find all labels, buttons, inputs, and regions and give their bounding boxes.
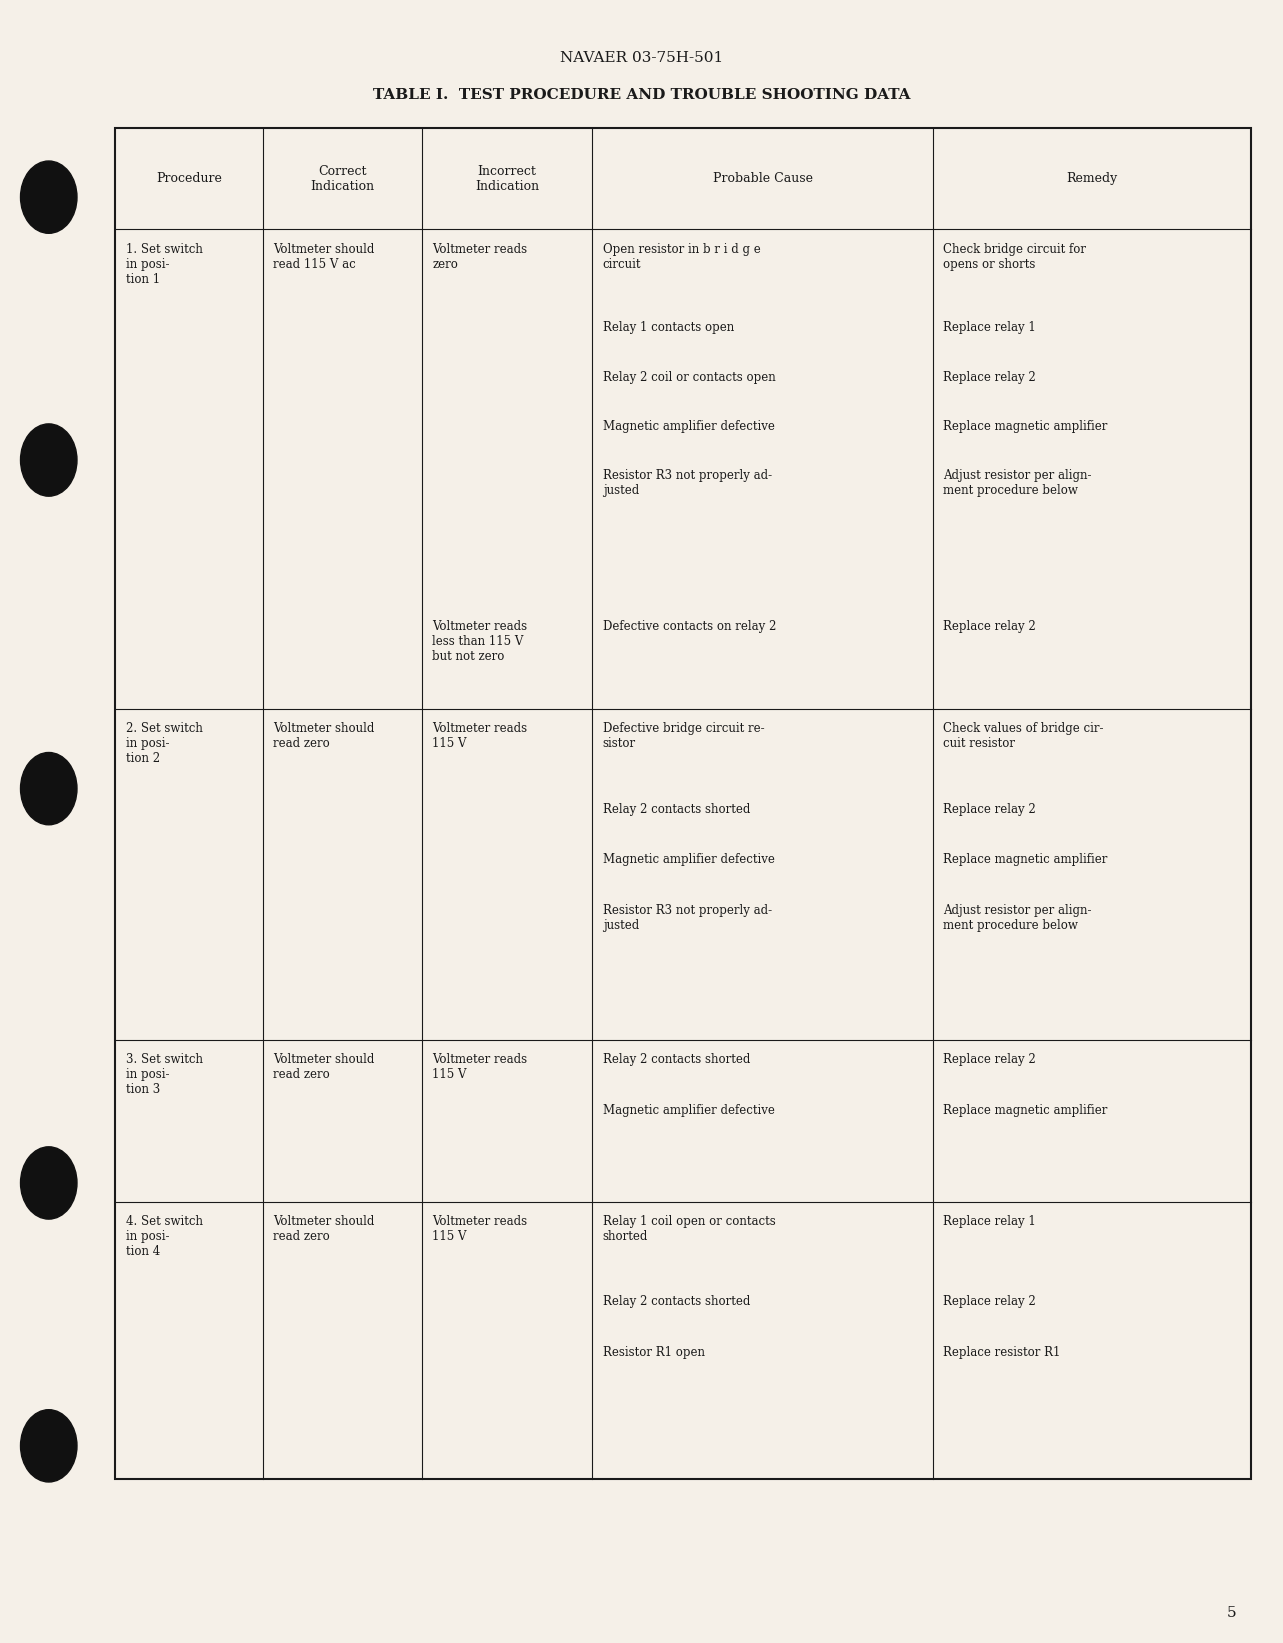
Text: Voltmeter reads
115 V: Voltmeter reads 115 V (432, 1214, 527, 1244)
Text: Defective contacts on relay 2: Defective contacts on relay 2 (603, 621, 776, 634)
Text: Replace relay 2: Replace relay 2 (943, 1295, 1035, 1308)
Text: Open resistor in b r i d g e
circuit: Open resistor in b r i d g e circuit (603, 243, 761, 271)
Text: Magnetic amplifier defective: Magnetic amplifier defective (603, 853, 775, 866)
Text: 1. Set switch
in posi-
tion 1: 1. Set switch in posi- tion 1 (126, 243, 203, 286)
Text: 2. Set switch
in posi-
tion 2: 2. Set switch in posi- tion 2 (126, 721, 203, 766)
Text: Relay 2 contacts shorted: Relay 2 contacts shorted (603, 1053, 751, 1066)
Text: Relay 2 contacts shorted: Relay 2 contacts shorted (603, 802, 751, 815)
Text: 4. Set switch
in posi-
tion 4: 4. Set switch in posi- tion 4 (126, 1214, 203, 1259)
Text: Correct
Indication: Correct Indication (310, 164, 375, 192)
Bar (115, 128, 1251, 1479)
Text: Check values of bridge cir-
cuit resistor: Check values of bridge cir- cuit resisto… (943, 721, 1103, 751)
Text: Replace relay 2: Replace relay 2 (943, 802, 1035, 815)
Text: Voltmeter should
read zero: Voltmeter should read zero (273, 721, 375, 751)
Text: Replace magnetic amplifier: Replace magnetic amplifier (943, 853, 1107, 866)
Text: Relay 2 contacts shorted: Relay 2 contacts shorted (603, 1295, 751, 1308)
Text: Adjust resistor per align-
ment procedure below: Adjust resistor per align- ment procedur… (943, 470, 1092, 498)
Text: Check bridge circuit for
opens or shorts: Check bridge circuit for opens or shorts (943, 243, 1087, 271)
Text: Voltmeter should
read zero: Voltmeter should read zero (273, 1214, 375, 1244)
Text: 3. Set switch
in posi-
tion 3: 3. Set switch in posi- tion 3 (126, 1053, 203, 1096)
Text: TABLE I.  TEST PROCEDURE AND TROUBLE SHOOTING DATA: TABLE I. TEST PROCEDURE AND TROUBLE SHOO… (373, 89, 910, 102)
Circle shape (21, 424, 77, 496)
Text: Replace magnetic amplifier: Replace magnetic amplifier (943, 421, 1107, 434)
Text: Replace relay 2: Replace relay 2 (943, 621, 1035, 634)
Circle shape (21, 1410, 77, 1482)
Text: Resistor R1 open: Resistor R1 open (603, 1346, 704, 1359)
Text: Replace resistor R1: Replace resistor R1 (943, 1346, 1061, 1359)
Text: Voltmeter should
read 115 V ac: Voltmeter should read 115 V ac (273, 243, 375, 271)
Text: 5: 5 (1227, 1607, 1237, 1620)
Text: Voltmeter reads
115 V: Voltmeter reads 115 V (432, 721, 527, 751)
Text: Replace relay 1: Replace relay 1 (943, 1214, 1035, 1227)
Text: Magnetic amplifier defective: Magnetic amplifier defective (603, 421, 775, 434)
Circle shape (21, 1147, 77, 1219)
Text: Replace relay 1: Replace relay 1 (943, 322, 1035, 335)
Text: Magnetic amplifier defective: Magnetic amplifier defective (603, 1104, 775, 1117)
Text: Voltmeter reads
less than 115 V
but not zero: Voltmeter reads less than 115 V but not … (432, 621, 527, 664)
Text: Replace relay 2: Replace relay 2 (943, 371, 1035, 384)
Text: Resistor R3 not properly ad-
justed: Resistor R3 not properly ad- justed (603, 904, 772, 933)
Text: Relay 2 coil or contacts open: Relay 2 coil or contacts open (603, 371, 775, 384)
Text: Procedure: Procedure (157, 173, 222, 186)
Text: Voltmeter reads
zero: Voltmeter reads zero (432, 243, 527, 271)
Text: Adjust resistor per align-
ment procedure below: Adjust resistor per align- ment procedur… (943, 904, 1092, 933)
Text: Defective bridge circuit re-
sistor: Defective bridge circuit re- sistor (603, 721, 765, 751)
Text: Resistor R3 not properly ad-
justed: Resistor R3 not properly ad- justed (603, 470, 772, 498)
Text: Remedy: Remedy (1066, 173, 1117, 186)
Text: Relay 1 coil open or contacts
shorted: Relay 1 coil open or contacts shorted (603, 1214, 775, 1244)
Circle shape (21, 752, 77, 825)
Text: Voltmeter should
read zero: Voltmeter should read zero (273, 1053, 375, 1081)
Text: Relay 1 contacts open: Relay 1 contacts open (603, 322, 734, 335)
Text: Replace magnetic amplifier: Replace magnetic amplifier (943, 1104, 1107, 1117)
Text: Replace relay 2: Replace relay 2 (943, 1053, 1035, 1066)
Text: NAVAER 03-75H-501: NAVAER 03-75H-501 (559, 51, 724, 64)
Text: Probable Cause: Probable Cause (712, 173, 812, 186)
Text: Incorrect
Indication: Incorrect Indication (475, 164, 539, 192)
Circle shape (21, 161, 77, 233)
Text: Voltmeter reads
115 V: Voltmeter reads 115 V (432, 1053, 527, 1081)
